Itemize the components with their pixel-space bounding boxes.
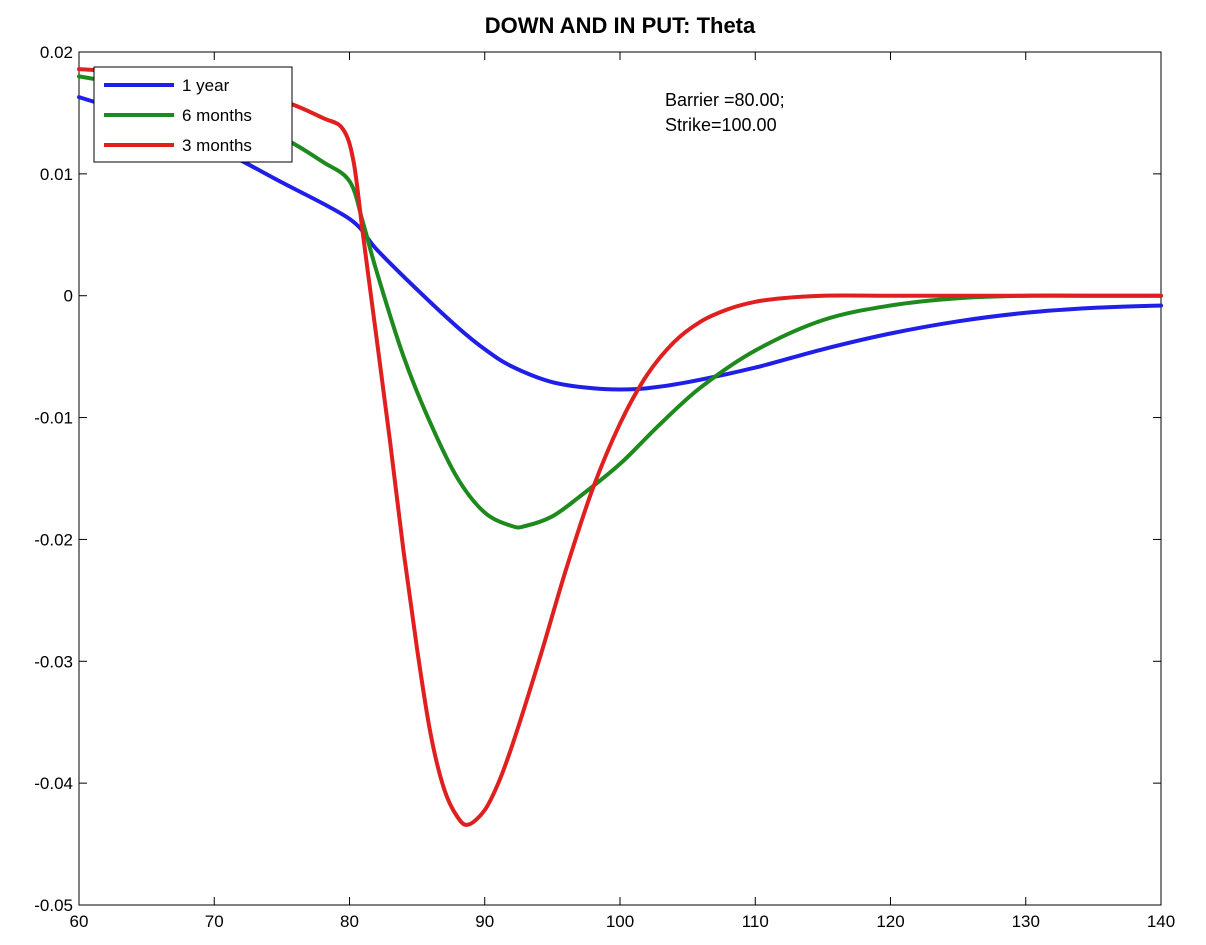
- annotation-strike: Strike=100.00: [665, 115, 777, 135]
- series-line-1: [77, 95, 1163, 392]
- legend-label: 1 year: [182, 76, 230, 95]
- annotation-barrier: Barrier =80.00;: [665, 90, 785, 110]
- chart-title: DOWN AND IN PUT: Theta: [485, 13, 756, 38]
- legend-label: 6 months: [182, 106, 252, 125]
- series-line-2: [77, 74, 1163, 530]
- annotation-block: Barrier =80.00; Strike=100.00: [665, 90, 785, 135]
- y-tick-label: -0.04: [34, 774, 73, 793]
- y-tick-label: -0.03: [34, 652, 73, 671]
- x-tick-label: 110: [742, 912, 769, 931]
- legend-label: 3 months: [182, 136, 252, 155]
- y-tick-label: 0.02: [40, 43, 73, 62]
- y-tick-label: 0.01: [40, 165, 73, 184]
- x-tick-label: 120: [876, 912, 904, 931]
- x-tick-label: 80: [340, 912, 359, 931]
- series-lines: [77, 67, 1163, 827]
- x-tick-label: 140: [1147, 912, 1175, 931]
- y-tick-label: -0.02: [34, 530, 73, 549]
- x-tick-label: 100: [606, 912, 634, 931]
- axis-ticks: 60 70 80 90 100 110 120 130 140 0.02 0.01 0 -0.01 -0.…: [34, 43, 1175, 931]
- x-tick-label: 70: [205, 912, 224, 931]
- series-line-3: [77, 67, 1163, 827]
- y-tick-label: -0.05: [34, 896, 73, 915]
- x-tick-label: 130: [1012, 912, 1040, 931]
- x-tick-label: 90: [475, 912, 494, 931]
- y-tick-label: -0.01: [34, 409, 73, 428]
- y-tick-label: 0: [64, 287, 73, 306]
- x-tick-label: 60: [70, 912, 89, 931]
- legend: 1 year 6 months 3 months: [93, 66, 293, 163]
- plot-area: [78, 51, 1162, 906]
